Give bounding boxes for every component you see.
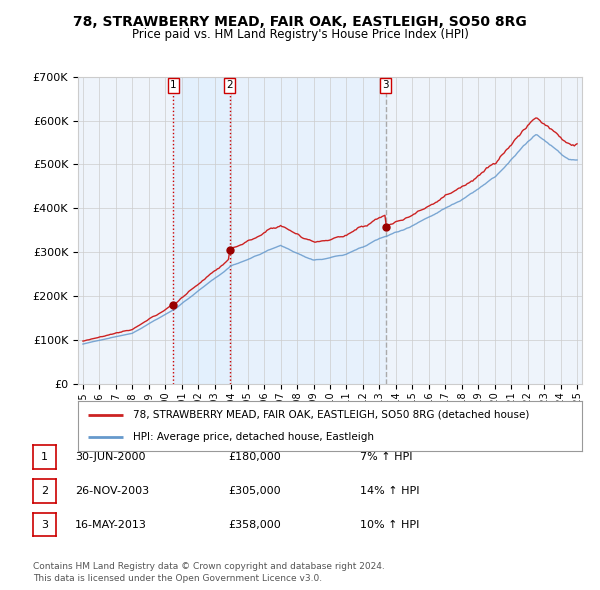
Text: 3: 3 <box>382 80 389 90</box>
Text: 78, STRAWBERRY MEAD, FAIR OAK, EASTLEIGH, SO50 8RG (detached house): 78, STRAWBERRY MEAD, FAIR OAK, EASTLEIGH… <box>133 409 530 419</box>
Text: HPI: Average price, detached house, Eastleigh: HPI: Average price, detached house, East… <box>133 432 374 442</box>
Text: 1: 1 <box>41 453 48 462</box>
Text: Price paid vs. HM Land Registry's House Price Index (HPI): Price paid vs. HM Land Registry's House … <box>131 28 469 41</box>
Text: £180,000: £180,000 <box>228 453 281 462</box>
Text: 30-JUN-2000: 30-JUN-2000 <box>75 453 146 462</box>
Text: 26-NOV-2003: 26-NOV-2003 <box>75 486 149 496</box>
Text: 2: 2 <box>41 486 48 496</box>
Bar <box>173 77 230 384</box>
Text: 10% ↑ HPI: 10% ↑ HPI <box>360 520 419 529</box>
Text: £358,000: £358,000 <box>228 520 281 529</box>
Text: 78, STRAWBERRY MEAD, FAIR OAK, EASTLEIGH, SO50 8RG: 78, STRAWBERRY MEAD, FAIR OAK, EASTLEIGH… <box>73 15 527 29</box>
Text: 1: 1 <box>170 80 177 90</box>
Text: 14% ↑ HPI: 14% ↑ HPI <box>360 486 419 496</box>
Text: £305,000: £305,000 <box>228 486 281 496</box>
Text: 7% ↑ HPI: 7% ↑ HPI <box>360 453 413 462</box>
Text: 16-MAY-2013: 16-MAY-2013 <box>75 520 147 529</box>
Text: 2: 2 <box>226 80 233 90</box>
Text: 3: 3 <box>41 520 48 529</box>
Bar <box>230 77 386 384</box>
Text: Contains HM Land Registry data © Crown copyright and database right 2024.
This d: Contains HM Land Registry data © Crown c… <box>33 562 385 583</box>
